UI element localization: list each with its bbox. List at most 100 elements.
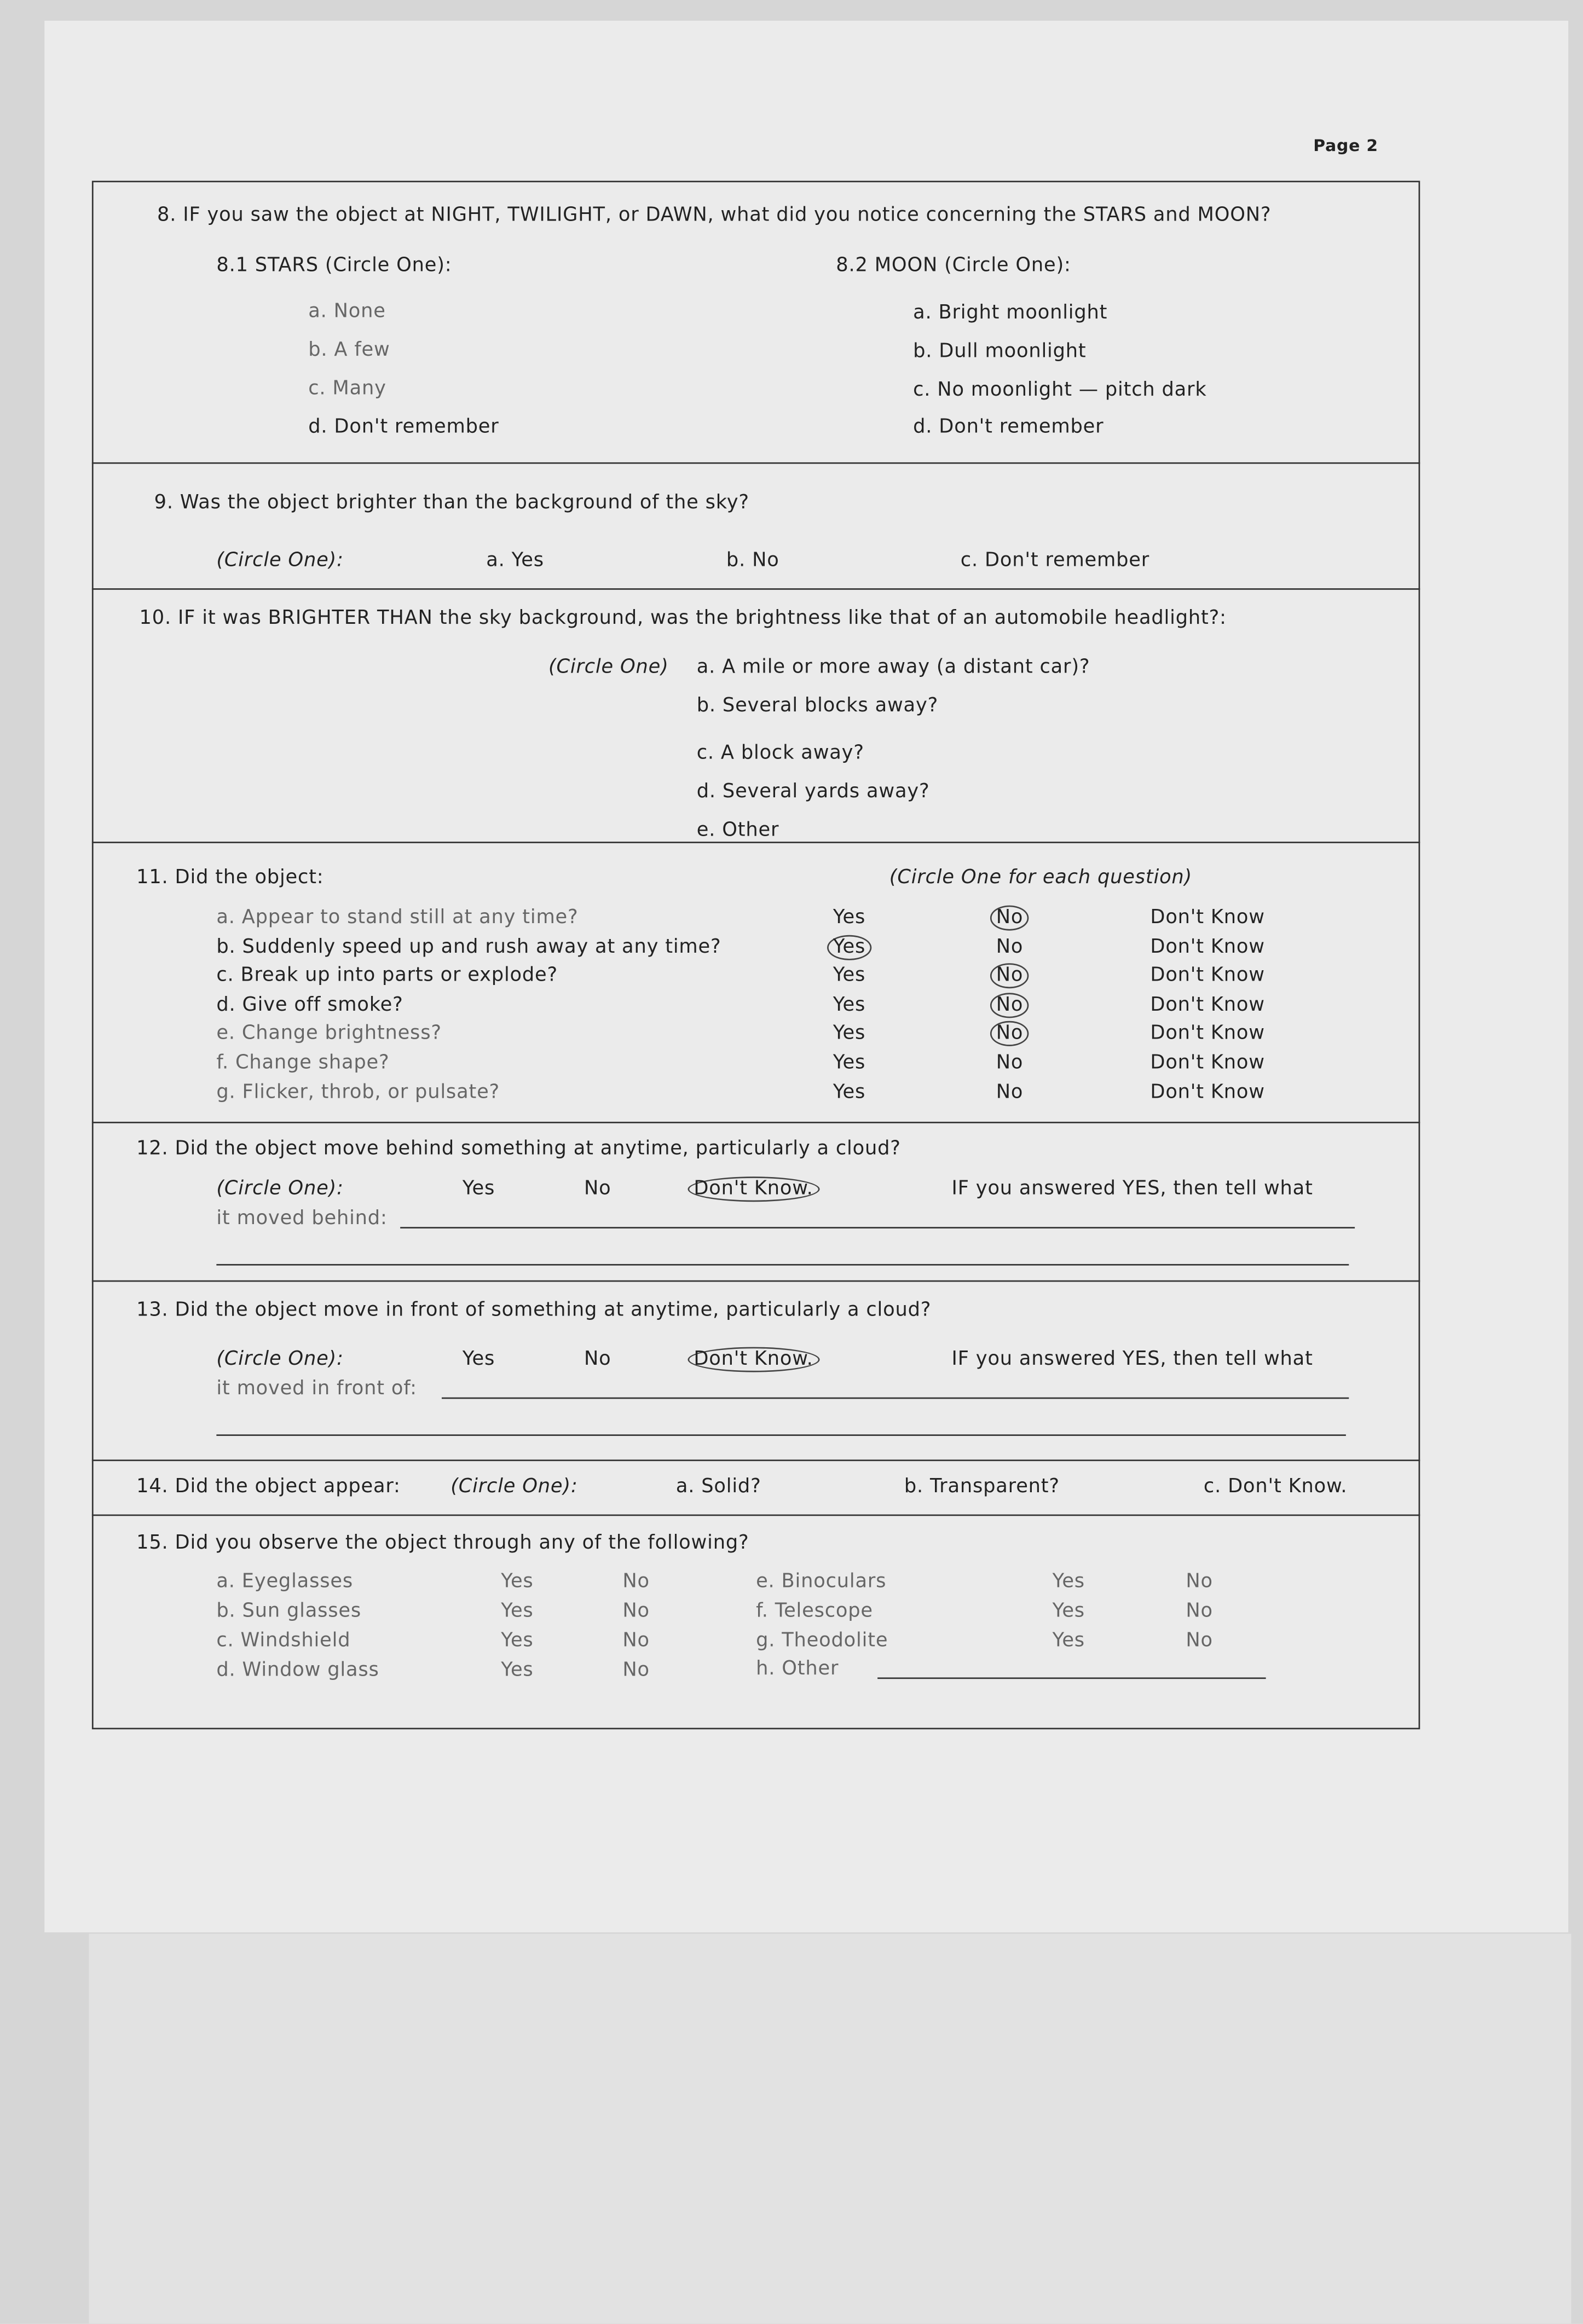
q15-other-line[interactable] [877, 1677, 1266, 1679]
q10-option[interactable]: a. A mile or more away (a distant car)? [696, 656, 1090, 679]
q15-yes[interactable]: Yes [501, 1600, 534, 1623]
q11-no-cell: No [990, 963, 1030, 989]
q15-item-cell: d. Window glass [216, 1660, 379, 1682]
q15-item: a. Eyeglasses [216, 1570, 354, 1593]
q15-no[interactable]: No [1186, 1600, 1213, 1623]
q11-question: 11. Did the object: [136, 867, 324, 889]
q15-yes[interactable]: Yes [501, 1630, 534, 1653]
q11-circle-label: (Circle One for each question) [889, 867, 1193, 889]
q11-yes[interactable]: Yes [833, 994, 866, 1017]
q15-item-cell: b. Sun glasses [216, 1601, 361, 1623]
q15-yes-cell: Yes [1053, 1601, 1085, 1623]
q11-dont-know[interactable]: Don't Know [1150, 965, 1265, 988]
q13-followup-label: it moved in front of: [216, 1378, 417, 1401]
q8-moon-option[interactable]: a. Bright moonlight [913, 302, 1108, 325]
q10-option[interactable]: c. A block away? [696, 742, 864, 765]
q15-yes[interactable]: Yes [501, 1570, 534, 1593]
q15-item: f. Telescope [756, 1600, 873, 1623]
q11-yes-cell: Yes [833, 965, 865, 987]
q8-stars-option[interactable]: b. A few [308, 339, 390, 362]
q11-no-cell: No [996, 1052, 1024, 1075]
q15-yes[interactable]: Yes [1052, 1630, 1085, 1653]
q15-yes[interactable]: Yes [501, 1659, 534, 1682]
q11-dont-know-cell: Don't Know [1150, 994, 1264, 1017]
q13-answer-line[interactable] [441, 1397, 1349, 1399]
q11-no[interactable]: No [996, 1052, 1024, 1075]
q11-yes[interactable]: Yes [833, 1023, 866, 1046]
q8-moon-option[interactable]: b. Dull moonlight [913, 340, 1087, 363]
q14-option[interactable]: c. Don't Know. [1203, 1476, 1348, 1498]
q11-no[interactable]: No [990, 1021, 1030, 1047]
q9-option[interactable]: b. No [726, 549, 779, 572]
q15-item-cell: f. Telescope [756, 1601, 873, 1623]
q14-question: 14. Did the object appear: [136, 1476, 401, 1498]
q11-yes-cell: Yes [833, 994, 865, 1017]
q13-dont-know-circled[interactable]: Don't Know. [687, 1347, 819, 1372]
q8-moon-option[interactable]: c. No moonlight — pitch dark [913, 379, 1207, 402]
q8-moon-option[interactable]: d. Don't remember [913, 416, 1104, 439]
q11-dont-know[interactable]: Don't Know [1150, 1023, 1265, 1046]
q15-question: 15. Did you observe the object through a… [136, 1532, 749, 1555]
q14-option[interactable]: a. Solid? [675, 1476, 761, 1498]
q9-option[interactable]: a. Yes [486, 549, 544, 572]
q11-dont-know[interactable]: Don't Know [1150, 1081, 1265, 1104]
q15-no[interactable]: No [622, 1570, 650, 1593]
q10-option[interactable]: d. Several yards away? [696, 781, 930, 803]
q15-no[interactable]: No [1186, 1570, 1213, 1593]
q11-yes[interactable]: Yes [833, 1081, 866, 1104]
divider [91, 1459, 1420, 1462]
q15-item-cell: a. Eyeglasses [216, 1570, 353, 1593]
q12-circle-label: (Circle One): [216, 1178, 344, 1201]
q11-dont-know[interactable]: Don't Know [1150, 936, 1265, 958]
q12-answer-line[interactable] [216, 1264, 1349, 1266]
q11-item-cell: f. Change shape? [216, 1052, 389, 1075]
q10-question: 10. IF it was BRIGHTER THAN the sky back… [139, 607, 1227, 630]
q9-option[interactable]: c. Don't remember [960, 549, 1150, 572]
q15-no-cell: No [622, 1601, 650, 1623]
q8-stars-option[interactable]: c. Many [308, 378, 386, 401]
q15-yes[interactable]: Yes [1052, 1600, 1085, 1623]
q8-stars-option[interactable]: a. None [308, 300, 386, 323]
page-bleed [89, 1933, 1572, 2324]
divider [91, 842, 1420, 843]
q12-no[interactable]: No [583, 1178, 611, 1201]
q10-circle-label: (Circle One) [548, 656, 669, 679]
divider [91, 1280, 1420, 1282]
q15-no[interactable]: No [622, 1659, 650, 1682]
q15-no[interactable]: No [1186, 1630, 1213, 1653]
q15-no[interactable]: No [622, 1630, 650, 1653]
q11-yes[interactable]: Yes [833, 907, 866, 929]
q13-no[interactable]: No [583, 1348, 611, 1371]
q11-item: d. Give off smoke? [216, 994, 403, 1017]
q12-yes[interactable]: Yes [462, 1178, 495, 1201]
q8-question: 8. IF you saw the object at NIGHT, TWILI… [157, 204, 1272, 227]
q11-yes[interactable]: Yes [827, 934, 872, 960]
q11-no[interactable]: No [990, 963, 1030, 989]
q11-dont-know[interactable]: Don't Know [1150, 994, 1265, 1017]
q13-question: 13. Did the object move in front of some… [136, 1299, 932, 1322]
q13-followup: IF you answered YES, then tell what [951, 1348, 1313, 1371]
q11-no[interactable]: No [990, 905, 1030, 931]
q12-answer-line[interactable] [400, 1227, 1355, 1228]
q11-no-cell: No [990, 905, 1030, 931]
q11-dont-know-cell: Don't Know [1150, 965, 1264, 987]
q11-dont-know[interactable]: Don't Know [1150, 907, 1265, 929]
q11-no[interactable]: No [990, 992, 1030, 1018]
q11-no[interactable]: No [996, 1081, 1024, 1104]
q14-option[interactable]: b. Transparent? [904, 1476, 1060, 1498]
q13-answer-line[interactable] [216, 1434, 1346, 1436]
q10-option[interactable]: b. Several blocks away? [696, 695, 939, 717]
q11-no[interactable]: No [996, 936, 1024, 958]
q11-yes[interactable]: Yes [833, 1052, 866, 1075]
q15-no[interactable]: No [622, 1600, 650, 1623]
q11-yes[interactable]: Yes [833, 965, 866, 988]
q8-stars-option[interactable]: d. Don't remember [308, 416, 499, 439]
q11-no-cell: No [990, 992, 1030, 1018]
q11-dont-know-cell: Don't Know [1150, 1081, 1264, 1104]
q15-yes[interactable]: Yes [1052, 1570, 1085, 1593]
q13-yes[interactable]: Yes [462, 1348, 495, 1371]
q15-other: h. Other [756, 1658, 839, 1680]
q11-dont-know[interactable]: Don't Know [1150, 1052, 1265, 1075]
q12-dont-know-circled[interactable]: Don't Know. [687, 1177, 819, 1202]
q10-option[interactable]: e. Other [696, 819, 779, 842]
